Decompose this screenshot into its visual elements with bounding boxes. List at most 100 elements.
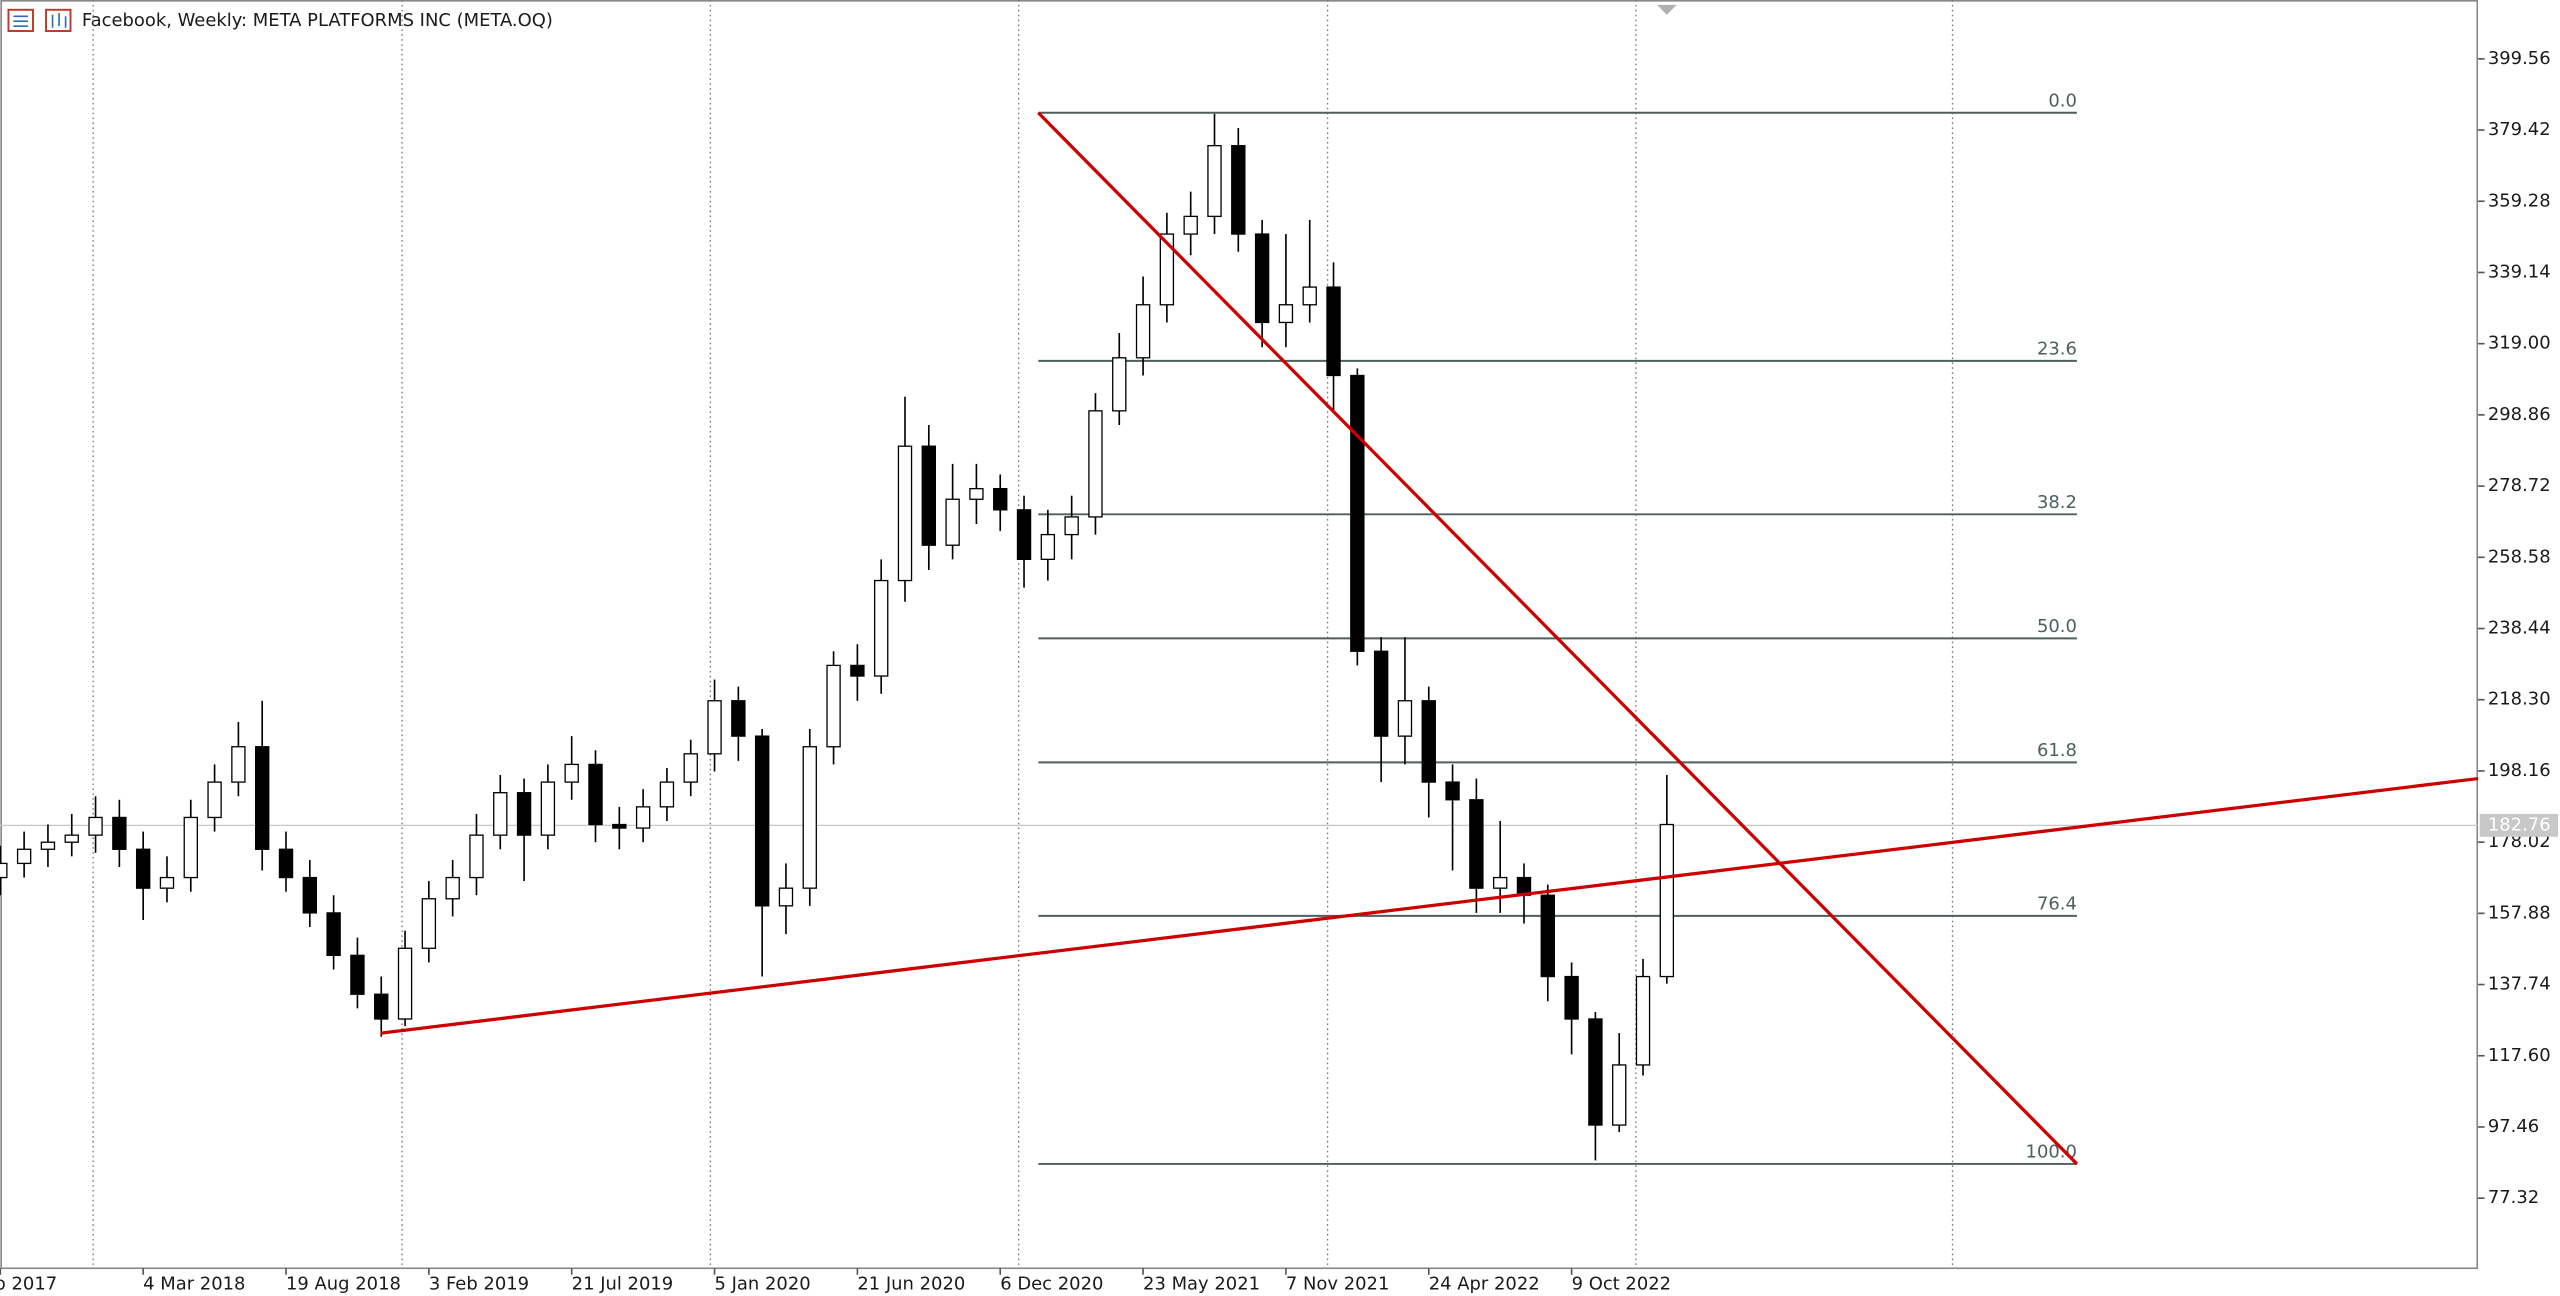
candle-body — [1088, 410, 1103, 518]
candle-body — [635, 806, 651, 829]
candle-body — [1135, 304, 1151, 359]
candle-body — [921, 445, 937, 546]
candle-body — [1254, 233, 1270, 324]
candle-body — [278, 848, 294, 879]
candle-body — [707, 700, 722, 755]
candle-body — [326, 912, 341, 956]
candle-body — [731, 700, 746, 737]
candle-body — [421, 898, 437, 949]
candle-body — [255, 746, 270, 850]
fib-label: 0.0 — [2048, 90, 2077, 111]
candle-body — [826, 664, 841, 748]
candle-body — [1564, 975, 1579, 1020]
fib-label: 50.0 — [2037, 616, 2077, 637]
current-price-label: 182.76 — [2488, 814, 2551, 835]
x-tick-label: 21 Jul 2019 — [572, 1274, 674, 1295]
candle-body — [945, 498, 960, 546]
x-tick-label: 6 Dec 2020 — [1000, 1274, 1103, 1295]
y-tick-label: 399.56 — [2488, 48, 2551, 69]
y-tick-label: 379.42 — [2488, 119, 2551, 140]
candle-body — [778, 887, 794, 907]
candle-body — [897, 445, 913, 582]
candle-body — [1016, 509, 1032, 560]
candle-body — [1183, 215, 1198, 235]
candle-body — [350, 954, 365, 995]
x-tick-label: 5 Jan 2020 — [715, 1274, 811, 1295]
candle-body — [1469, 799, 1484, 889]
candle-body — [64, 834, 79, 843]
candle-body — [374, 993, 389, 1020]
candle-body — [445, 876, 460, 900]
candle-body — [183, 816, 198, 879]
x-tick-label: 23 May 2021 — [1143, 1274, 1260, 1295]
candle-body — [1231, 145, 1246, 235]
x-tick-label: 9 Oct 2022 — [1572, 1274, 1671, 1295]
y-tick-label: 97.46 — [2488, 1116, 2539, 1137]
x-tick-label: 24 Apr 2022 — [1429, 1274, 1540, 1295]
y-tick-label: 218.30 — [2488, 689, 2551, 710]
trend-line — [1037, 111, 2079, 1166]
candle-body — [516, 792, 532, 836]
fib-label: 38.2 — [2037, 492, 2077, 513]
candle-body — [1207, 145, 1222, 218]
candle-body — [1302, 286, 1317, 306]
y-tick-label: 298.86 — [2488, 404, 2551, 425]
fib-label: 23.6 — [2037, 338, 2077, 359]
shift-marker — [1657, 4, 1677, 15]
candle-body — [612, 823, 627, 829]
candle-body — [135, 848, 151, 889]
candle-body — [1635, 975, 1651, 1066]
candle-body — [802, 746, 817, 889]
y-tick-label: 137.74 — [2488, 974, 2551, 995]
candle-body — [397, 947, 413, 1020]
candle-body — [1159, 233, 1175, 306]
x-tick-label: 17 Sep 2017 — [0, 1274, 57, 1295]
y-tick-label: 319.00 — [2488, 333, 2551, 354]
candle-body — [1040, 533, 1056, 560]
trend-line — [380, 776, 2479, 1035]
candle-body — [1492, 876, 1508, 889]
fib-label: 100.0 — [2026, 1142, 2077, 1163]
y-tick-label: 339.14 — [2488, 261, 2551, 282]
candle-body — [469, 834, 484, 879]
candle-body — [1278, 304, 1294, 324]
candle-body — [1659, 823, 1675, 978]
candle-body — [540, 781, 556, 836]
candle-body — [88, 816, 103, 836]
candle-body — [588, 763, 603, 826]
candle-body — [683, 753, 698, 783]
candle-body — [1326, 286, 1341, 377]
x-tick-label: 7 Nov 2021 — [1286, 1274, 1389, 1295]
candle-body — [112, 816, 127, 850]
candle-body — [754, 735, 770, 907]
fib-label: 61.8 — [2037, 740, 2077, 761]
y-tick-label: 198.16 — [2488, 760, 2551, 781]
candle-body — [302, 876, 318, 914]
y-tick-label: 157.88 — [2488, 902, 2551, 923]
y-tick-label: 117.60 — [2488, 1045, 2551, 1066]
x-tick-label: 4 Mar 2018 — [143, 1274, 245, 1295]
candle-body — [1350, 374, 1365, 652]
x-tick-label: 19 Aug 2018 — [286, 1274, 401, 1295]
fib-label: 76.4 — [2037, 893, 2077, 914]
current-price-tag — [2479, 813, 2559, 837]
candle-body — [1421, 700, 1436, 783]
candle-body — [1064, 516, 1079, 536]
candle-body — [493, 792, 508, 836]
candle-body — [231, 746, 246, 783]
candle-body — [564, 763, 579, 783]
x-tick-label: 21 Jun 2020 — [857, 1274, 965, 1295]
candle-body — [1373, 650, 1389, 737]
candle-body — [1540, 894, 1555, 978]
candle-body — [16, 848, 32, 865]
x-tick-label: 3 Feb 2019 — [429, 1274, 529, 1295]
candle-body — [207, 781, 222, 819]
candle-body — [1397, 700, 1413, 737]
candle-body — [969, 487, 984, 500]
y-tick-label: 359.28 — [2488, 190, 2551, 211]
candle-body — [1112, 357, 1127, 412]
candle-body — [659, 781, 675, 808]
candle-body — [1612, 1064, 1627, 1126]
